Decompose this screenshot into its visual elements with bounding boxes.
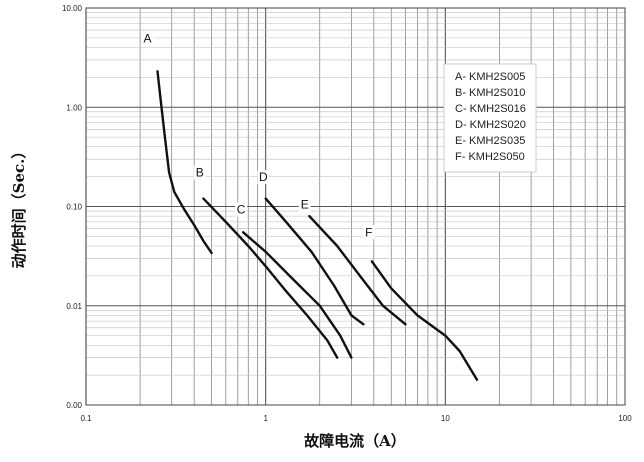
curve-label-bg (141, 31, 154, 46)
y-tick-label: 0.01 (66, 302, 82, 311)
legend-entry-c: C- KMH2S016 (455, 103, 526, 115)
x-axis-ticks: 0.1 1 10 100 (80, 414, 632, 423)
grid (85, 8, 625, 406)
legend-entry-b: B- KMH2S010 (455, 87, 525, 99)
legend-entry-f: F- KMH2S050 (455, 151, 525, 163)
legend-entry-a: A- KMH2S005 (455, 71, 525, 83)
curve-label-bg (298, 197, 311, 212)
curve-label-b: B (196, 166, 204, 180)
curve-label-bg (193, 165, 206, 180)
legend-box: A- KMH2S005 B- KMH2S010 C- KMH2S016 D- K… (443, 63, 537, 173)
y-tick-label: 0.10 (66, 203, 82, 212)
curve-label-bg (362, 225, 375, 240)
x-tick-label: 0.1 (80, 414, 92, 423)
series-line-d (264, 197, 365, 326)
curve-labels: A B C D E F (141, 31, 375, 240)
curve-label-bg (257, 170, 270, 185)
series-line-c (242, 231, 353, 359)
y-tick-label: 0.00 (66, 401, 82, 410)
legend-entry-d: D- KMH2S020 (455, 119, 526, 131)
curve-label-d: D (259, 170, 268, 184)
x-tick-label: 100 (618, 414, 632, 423)
series-line-e (308, 214, 407, 326)
y-tick-label: 10.00 (62, 4, 83, 13)
x-tick-label: 10 (441, 414, 450, 423)
curve-label-c: C (237, 203, 246, 217)
y-axis-ticks: 0.00 0.01 0.10 1.00 10.00 (62, 4, 83, 410)
series-line-a (156, 70, 213, 255)
series-line-b (202, 197, 339, 359)
curve-label-f: F (365, 225, 372, 239)
curve-label-e: E (301, 198, 309, 212)
legend-entry-e: E- KMH2S035 (455, 135, 525, 147)
curve-label-a: A (144, 31, 152, 45)
series-line-f (370, 260, 479, 381)
series-lines (156, 70, 479, 381)
y-axis-label: 动作时间（Sec.） (10, 144, 28, 269)
legend-frame (443, 63, 537, 173)
plot-area-frame (85, 7, 626, 406)
curve-label-bg (235, 202, 248, 217)
x-tick-label: 1 (263, 414, 268, 423)
x-axis-label: 故障电流（A） (304, 432, 406, 450)
y-tick-label: 1.00 (66, 103, 82, 112)
